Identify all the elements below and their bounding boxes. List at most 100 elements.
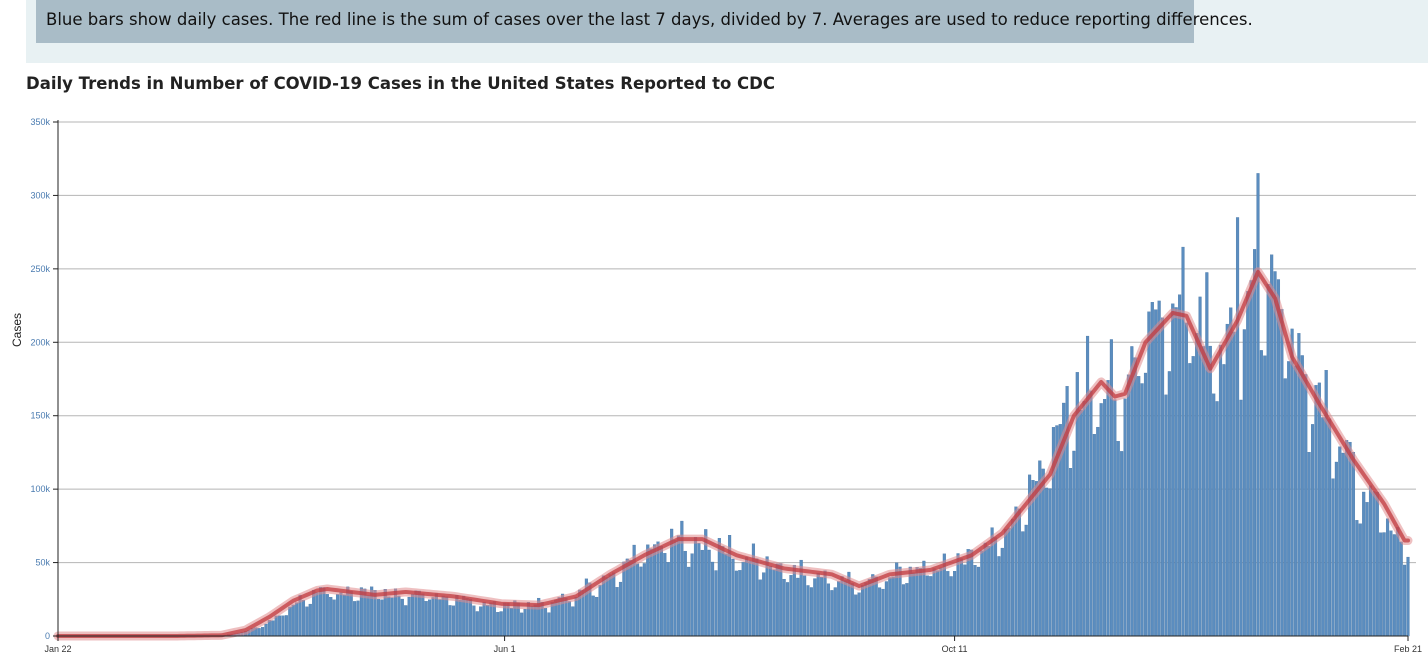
daily-bar <box>803 575 807 637</box>
daily-bar <box>792 564 796 637</box>
daily-bar <box>434 593 438 637</box>
daily-bar <box>475 611 479 637</box>
daily-bar <box>1171 303 1175 637</box>
daily-bar <box>489 602 493 637</box>
daily-bar <box>884 581 888 637</box>
daily-bar <box>745 557 749 637</box>
daily-bar <box>823 570 827 637</box>
daily-bar <box>1396 527 1400 637</box>
daily-bar <box>1048 488 1052 637</box>
daily-bar <box>1195 333 1199 637</box>
daily-bar <box>939 567 943 637</box>
daily-bar <box>1375 492 1379 637</box>
daily-bar <box>1235 217 1240 637</box>
daily-bar <box>840 576 844 637</box>
daily-bar <box>1120 451 1124 637</box>
daily-bar <box>642 563 646 637</box>
daily-bar <box>676 535 681 637</box>
daily-bar <box>901 584 906 637</box>
daily-bar <box>278 615 282 637</box>
daily-bar <box>717 538 721 637</box>
daily-bar <box>571 606 575 637</box>
daily-bar <box>806 585 810 637</box>
daily-bar <box>710 561 715 637</box>
daily-bar <box>724 553 728 637</box>
daily-bar <box>366 595 370 637</box>
daily-bar <box>782 578 786 637</box>
daily-bar <box>274 615 278 637</box>
daily-bar <box>1310 424 1315 637</box>
daily-bar <box>956 553 960 637</box>
daily-bar <box>339 592 343 637</box>
daily-bar <box>1283 378 1287 637</box>
daily-bar <box>1188 363 1192 637</box>
daily-bar <box>1089 390 1093 637</box>
daily-bar <box>1304 374 1308 637</box>
daily-bar <box>1007 527 1011 637</box>
daily-bar <box>1079 409 1083 637</box>
daily-bar <box>663 553 667 637</box>
daily-bar <box>605 577 609 637</box>
daily-bar <box>281 615 285 637</box>
daily-bar <box>881 588 885 637</box>
daily-bar <box>912 572 916 637</box>
daily-bar <box>659 546 663 637</box>
daily-bar <box>1270 254 1274 637</box>
daily-bar <box>1164 394 1168 637</box>
daily-bar <box>380 599 384 637</box>
daily-bar <box>376 599 381 637</box>
daily-bar <box>888 577 892 637</box>
daily-bar <box>1225 323 1229 637</box>
daily-bar <box>397 595 401 637</box>
y-tick-label: 0 <box>45 631 50 641</box>
daily-bar <box>813 578 817 637</box>
y-tick-label: 50k <box>35 558 50 568</box>
daily-bar <box>1021 531 1025 637</box>
x-tick-label: Oct 11 <box>942 644 968 654</box>
daily-bar <box>1266 284 1270 637</box>
daily-bar <box>608 574 612 637</box>
daily-bar <box>973 565 977 637</box>
daily-bar <box>1010 518 1015 637</box>
daily-bar <box>1174 307 1178 637</box>
daily-bar <box>407 596 411 637</box>
daily-bar <box>1331 478 1335 637</box>
daily-bar <box>1126 374 1131 637</box>
daily-bar <box>970 549 974 637</box>
daily-bar <box>1392 534 1396 637</box>
daily-bar <box>1232 331 1236 637</box>
daily-bar <box>1307 452 1311 637</box>
daily-bar <box>1208 345 1212 637</box>
daily-bar <box>635 563 640 637</box>
daily-bar <box>649 548 653 637</box>
daily-bar <box>1338 446 1342 637</box>
daily-bar <box>748 560 752 637</box>
daily-bar <box>1334 461 1338 637</box>
daily-bar <box>1147 311 1151 637</box>
daily-bar <box>734 570 738 637</box>
y-axis-label: Cases <box>10 313 24 347</box>
chart-note: Blue bars show daily cases. The red line… <box>46 10 1253 29</box>
daily-bar <box>700 549 704 637</box>
y-tick-label: 200k <box>30 337 50 347</box>
daily-bar <box>1273 271 1277 637</box>
daily-bar <box>874 576 878 637</box>
daily-bar <box>1106 380 1110 637</box>
daily-bar <box>267 620 271 637</box>
daily-bar <box>707 549 711 637</box>
daily-bar <box>1222 364 1226 637</box>
daily-bar <box>1113 399 1117 637</box>
daily-bar <box>404 605 408 637</box>
daily-bar <box>1280 309 1284 637</box>
daily-bar <box>1259 350 1263 637</box>
daily-bar <box>1068 468 1073 637</box>
daily-bar <box>1314 385 1318 637</box>
daily-bar <box>482 601 486 637</box>
daily-bar <box>428 599 432 637</box>
daily-bar <box>1321 417 1325 637</box>
daily-bar <box>1403 564 1407 637</box>
daily-bar <box>260 627 265 637</box>
daily-bar <box>598 584 602 637</box>
note-box <box>36 0 1194 43</box>
daily-bar <box>305 606 309 637</box>
